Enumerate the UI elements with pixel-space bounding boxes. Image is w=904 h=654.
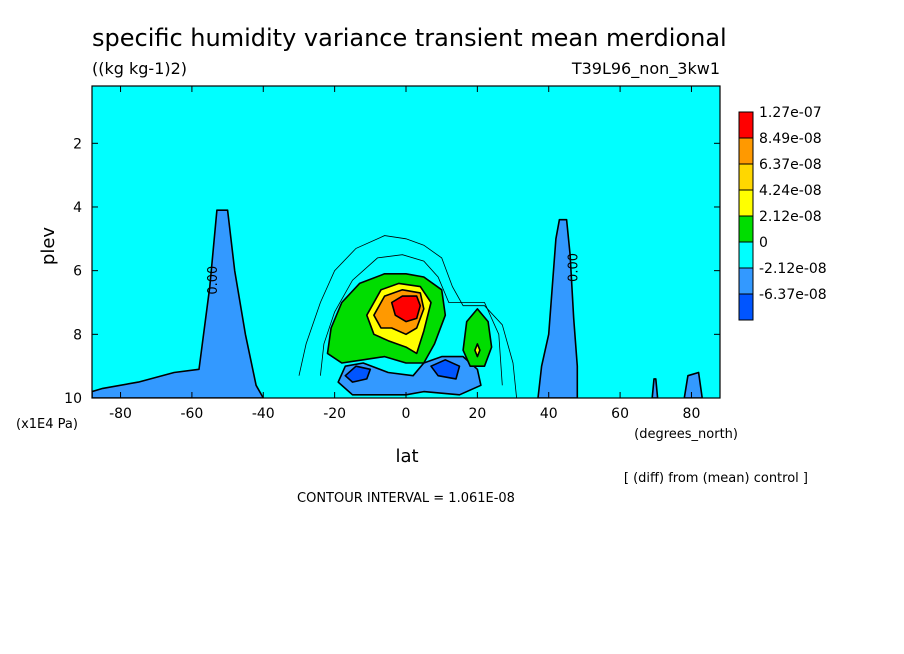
x-tick-label: 80 bbox=[683, 406, 701, 422]
colorbar-swatch bbox=[738, 267, 754, 295]
y-tick-label: 2 bbox=[73, 136, 82, 152]
axes: -80 -60 -40 -20 0 20 40 60 80 2 4 6 8 10 bbox=[64, 85, 721, 422]
y-axis-units: (x1E4 Pa) bbox=[16, 417, 78, 432]
y-tick-label: 10 bbox=[64, 391, 82, 407]
region-central-strong-negative-left bbox=[344, 365, 372, 383]
colorbar-label: -2.12e-08 bbox=[759, 261, 827, 277]
colorbar-swatch bbox=[738, 137, 754, 165]
chart-units: ((kg kg-1)2) bbox=[92, 59, 187, 78]
contour-label-0: 0.00 bbox=[206, 266, 221, 295]
x-tick-label: -80 bbox=[109, 406, 132, 422]
x-tick-label: 0 bbox=[402, 406, 411, 422]
colorbar-swatch bbox=[738, 215, 754, 243]
y-tick-label: 8 bbox=[73, 327, 82, 343]
contour-fills: 0.00 0.00 bbox=[92, 209, 704, 398]
colorbar-swatch bbox=[738, 293, 754, 321]
plot-area: 0.00 0.00 bbox=[92, 86, 720, 398]
colorbar-swatch bbox=[738, 111, 754, 139]
y-tick-label: 4 bbox=[73, 200, 82, 216]
chart-title: specific humidity variance transient mea… bbox=[92, 24, 727, 52]
region-north-small-negative-a bbox=[651, 378, 659, 398]
contour-label-1: 0.00 bbox=[566, 253, 581, 282]
region-north-green-blob bbox=[462, 308, 493, 368]
y-axis-label: plev bbox=[38, 227, 59, 266]
x-tick-label: 20 bbox=[468, 406, 486, 422]
contour-interval: CONTOUR INTERVAL = 1.061E-08 bbox=[297, 491, 515, 506]
y-tick-label: 6 bbox=[73, 264, 82, 280]
colorbar-swatch bbox=[738, 163, 754, 191]
region-red-maximum bbox=[390, 295, 422, 323]
region-southern-negative-tongue bbox=[92, 209, 265, 398]
colorbar-label: 4.24e-08 bbox=[759, 183, 822, 199]
x-tick-label: 60 bbox=[611, 406, 629, 422]
region-north-small-negative-b bbox=[683, 371, 704, 398]
region-northern-negative-tongue bbox=[537, 218, 579, 398]
outer-positive-contour bbox=[298, 235, 517, 398]
x-tick-label: -40 bbox=[252, 406, 275, 422]
colorbar-swatch bbox=[738, 189, 754, 217]
region-yellow-dot bbox=[474, 343, 481, 358]
colorbar-label: 6.37e-08 bbox=[759, 157, 822, 173]
colorbar: 1.27e-07 8.49e-08 6.37e-08 4.24e-08 2.12e-08… bbox=[738, 105, 827, 321]
x-axis-units: (degrees_north) bbox=[634, 427, 738, 442]
colorbar-label: 8.49e-08 bbox=[759, 131, 822, 147]
colorbar-label: -6.37e-08 bbox=[759, 287, 827, 303]
colorbar-label: 0 bbox=[759, 235, 768, 251]
region-central-strong-negative-right bbox=[430, 358, 461, 380]
colorbar-swatch bbox=[738, 241, 754, 269]
colorbar-label: 2.12e-08 bbox=[759, 209, 822, 225]
x-axis-label: lat bbox=[395, 446, 418, 467]
x-tick-label: -20 bbox=[323, 406, 346, 422]
x-tick-label: 40 bbox=[540, 406, 558, 422]
x-tick-label: -60 bbox=[180, 406, 203, 422]
colorbar-label: 1.27e-07 bbox=[759, 105, 822, 121]
diff-note: [ (diff) from (mean) control ] bbox=[624, 471, 808, 486]
run-label: T39L96_non_3kw1 bbox=[571, 59, 720, 79]
mid-positive-contour bbox=[320, 254, 503, 386]
